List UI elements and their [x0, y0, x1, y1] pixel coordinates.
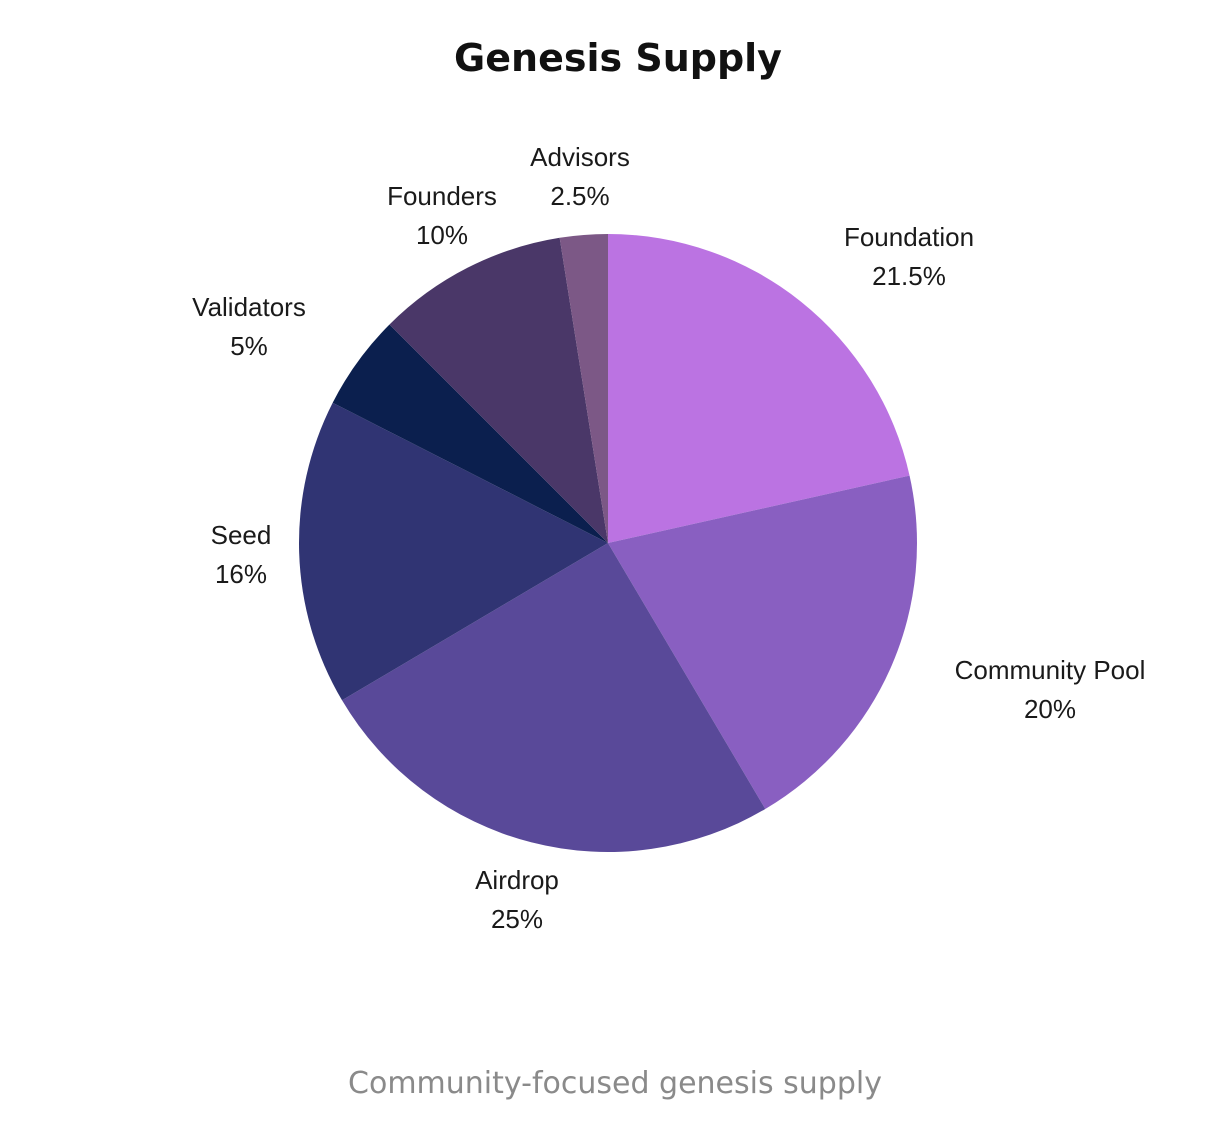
slice-label-advisors: Advisors [530, 142, 630, 172]
pie-chart: Genesis Supply Foundation 21.5% Community … [192, 36, 1145, 934]
figure-caption: Community-focused genesis supply [348, 1066, 882, 1101]
pie-slice-community-pool [608, 475, 918, 809]
slice-value-foundation: 21.5% [872, 261, 946, 291]
slice-value-airdrop: 25% [491, 904, 543, 934]
slice-label-airdrop: Airdrop [475, 865, 559, 895]
slice-label-validators: Validators [192, 292, 306, 322]
slice-value-seed: 16% [215, 559, 267, 589]
pie-slice-airdrop [342, 543, 766, 852]
pie-slice-foundation [608, 234, 910, 543]
slice-value-community-pool: 20% [1024, 694, 1076, 724]
pie-slice-validators [332, 324, 608, 543]
slice-label-seed: Seed [211, 520, 272, 550]
slice-label-foundation: Foundation [844, 222, 974, 252]
slice-value-advisors: 2.5% [550, 181, 609, 211]
slice-label-community-pool: Community Pool [955, 655, 1146, 685]
pie-slices [299, 234, 918, 852]
pie-labels: Foundation 21.5% Community Pool 20% Airdrop 2… [192, 142, 1145, 934]
slice-value-founders: 10% [416, 220, 468, 250]
chart-title: Genesis Supply [454, 36, 782, 80]
pie-slice-founders [389, 237, 608, 544]
slice-label-founders: Founders [387, 181, 497, 211]
pie-slice-advisors [559, 234, 608, 543]
pie-slice-seed [299, 402, 608, 701]
slice-value-validators: 5% [230, 331, 268, 361]
